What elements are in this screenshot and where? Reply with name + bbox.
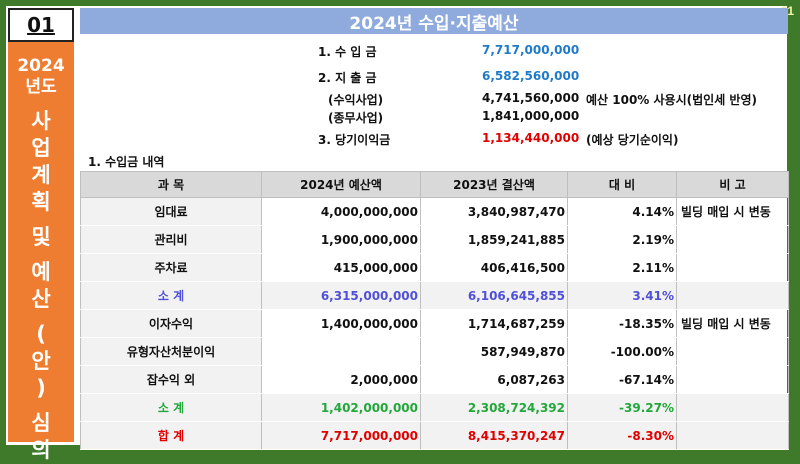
table-caption: 1. 수입금 내역 — [88, 155, 165, 169]
row-budget: 4,000,000,000 — [261, 197, 421, 226]
general-business-label: (종무사업) — [328, 111, 384, 125]
row-category: 합 계 — [80, 421, 262, 450]
row-ratio: 2.19% — [567, 225, 677, 254]
row-actual: 587,949,870 — [420, 337, 568, 366]
row-note — [676, 365, 789, 394]
row-budget: 415,000,000 — [261, 253, 421, 282]
total-row: 합 계 7,717,000,000 8,415,370,247 -8.30% — [80, 421, 789, 450]
table-row: 유형자산처분이익 587,949,870 -100.00% — [80, 337, 789, 366]
general-business-value: 1,841,000,000 — [482, 109, 580, 123]
row-actual: 6,087,263 — [420, 365, 568, 394]
row-actual: 8,415,370,247 — [420, 421, 568, 450]
table-row: 주차료 415,000,000 406,416,500 2.11% — [80, 253, 789, 282]
row-note: 빌딩 매입 시 변동 — [676, 309, 789, 338]
row-budget — [261, 337, 421, 366]
row-category: 소 계 — [80, 281, 262, 310]
row-category: 관리비 — [80, 225, 262, 254]
page-title: 2024년 수입·지출예산 — [80, 8, 788, 34]
net-note: (예상 당기순이익) — [586, 133, 679, 147]
col-header-category: 과 목 — [80, 171, 262, 198]
row-note — [676, 337, 789, 366]
row-note — [676, 281, 789, 310]
net-label: 3. 당기이익금 — [318, 133, 391, 147]
row-ratio: -100.00% — [567, 337, 677, 366]
row-ratio: 4.14% — [567, 197, 677, 226]
income-value: 7,717,000,000 — [482, 43, 580, 57]
row-budget: 2,000,000 — [261, 365, 421, 394]
subtotal-row: 소 계 6,315,000,000 6,106,645,855 3.41% — [80, 281, 789, 310]
income-table: 과 목 2024년 예산액 2023년 결산액 대 비 비 고 임대료 4,00… — [80, 171, 789, 450]
row-actual: 1,859,241,885 — [420, 225, 568, 254]
row-category: 유형자산처분이익 — [80, 337, 262, 366]
row-note — [676, 225, 789, 254]
row-budget: 1,402,000,000 — [261, 393, 421, 422]
table-header: 과 목 2024년 예산액 2023년 결산액 대 비 비 고 — [80, 171, 789, 198]
subtotal-row: 소 계 1,402,000,000 2,308,724,392 -39.27% — [80, 393, 789, 422]
row-actual: 6,106,645,855 — [420, 281, 568, 310]
expense-value: 6,582,560,000 — [482, 69, 580, 83]
col-header-budget: 2024년 예산액 — [261, 171, 421, 198]
section-number: 01 — [8, 8, 74, 42]
table-row: 이자수익 1,400,000,000 1,714,687,259 -18.35%… — [80, 309, 789, 338]
row-budget: 1,400,000,000 — [261, 309, 421, 338]
side-year: 2024 년도 — [17, 56, 65, 97]
col-header-note: 비 고 — [676, 171, 789, 198]
table-row: 관리비 1,900,000,000 1,859,241,885 2.19% — [80, 225, 789, 254]
row-note — [676, 393, 789, 422]
row-actual: 406,416,500 — [420, 253, 568, 282]
row-category: 이자수익 — [80, 309, 262, 338]
row-budget: 7,717,000,000 — [261, 421, 421, 450]
row-actual: 3,840,987,470 — [420, 197, 568, 226]
row-note: 빌딩 매입 시 변동 — [676, 197, 789, 226]
row-category: 임대료 — [80, 197, 262, 226]
row-actual: 2,308,724,392 — [420, 393, 568, 422]
net-value: 1,134,440,000 — [482, 131, 580, 145]
table-row: 임대료 4,000,000,000 3,840,987,470 4.14% 빌딩… — [80, 197, 789, 226]
row-ratio: -18.35% — [567, 309, 677, 338]
income-label: 1. 수 입 금 — [318, 45, 377, 59]
profit-business-value: 4,741,560,000 — [482, 91, 580, 105]
table-row: 잡수익 외 2,000,000 6,087,263 -67.14% — [80, 365, 789, 394]
row-category: 주차료 — [80, 253, 262, 282]
profit-business-label: (수익사업) — [328, 93, 384, 107]
row-category: 잡수익 외 — [80, 365, 262, 394]
col-header-actual: 2023년 결산액 — [420, 171, 568, 198]
row-note — [676, 253, 789, 282]
row-ratio: -67.14% — [567, 365, 677, 394]
row-budget: 6,315,000,000 — [261, 281, 421, 310]
row-category: 소 계 — [80, 393, 262, 422]
col-header-ratio: 대 비 — [567, 171, 677, 198]
row-actual: 1,714,687,259 — [420, 309, 568, 338]
row-ratio: 3.41% — [567, 281, 677, 310]
profit-business-note: 예산 100% 사용시(법인세 반영) — [586, 93, 757, 107]
row-budget: 1,900,000,000 — [261, 225, 421, 254]
row-ratio: -39.27% — [567, 393, 677, 422]
row-ratio: 2.11% — [567, 253, 677, 282]
row-ratio: -8.30% — [567, 421, 677, 450]
expense-label: 2. 지 출 금 — [318, 71, 377, 85]
row-note — [676, 421, 789, 450]
